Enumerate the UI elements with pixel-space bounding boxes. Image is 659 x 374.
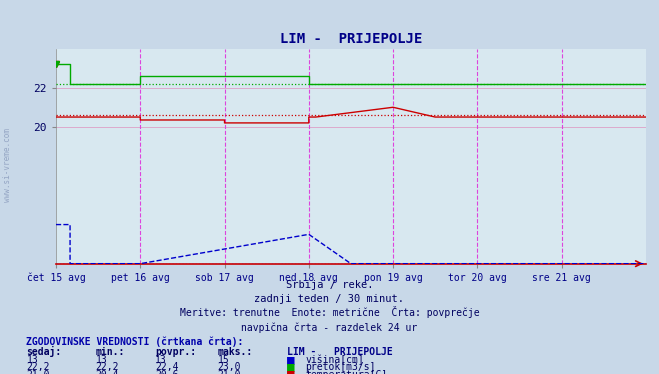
Text: zadnji teden / 30 minut.: zadnji teden / 30 minut. [254, 294, 405, 304]
Text: 22,4: 22,4 [155, 362, 179, 372]
Text: 13: 13 [155, 355, 167, 365]
Text: temperatura[C]: temperatura[C] [305, 370, 387, 374]
Text: 13: 13 [96, 355, 107, 365]
Title: LIM -  PRIJEPOLJE: LIM - PRIJEPOLJE [279, 32, 422, 46]
Text: 22,2: 22,2 [96, 362, 119, 372]
Text: Meritve: trenutne  Enote: metrične  Črta: povprečje: Meritve: trenutne Enote: metrične Črta: … [180, 306, 479, 318]
Text: 20,6: 20,6 [155, 370, 179, 374]
Text: maks.:: maks.: [217, 347, 252, 357]
Text: 21,0: 21,0 [26, 370, 50, 374]
Text: 21,0: 21,0 [217, 370, 241, 374]
Text: navpična črta - razdelek 24 ur: navpična črta - razdelek 24 ur [241, 322, 418, 332]
Text: 20,4: 20,4 [96, 370, 119, 374]
Text: ■: ■ [287, 360, 294, 373]
Text: min.:: min.: [96, 347, 125, 357]
Text: ■: ■ [287, 368, 294, 374]
Text: povpr.:: povpr.: [155, 347, 196, 357]
Text: Srbija / reke.: Srbija / reke. [286, 280, 373, 290]
Text: 15: 15 [217, 355, 229, 365]
Text: LIM -   PRIJEPOLJE: LIM - PRIJEPOLJE [287, 347, 392, 357]
Text: pretok[m3/s]: pretok[m3/s] [305, 362, 376, 372]
Text: višina[cm]: višina[cm] [305, 355, 364, 365]
Text: sedaj:: sedaj: [26, 346, 61, 357]
Text: ZGODOVINSKE VREDNOSTI (črtkana črta):: ZGODOVINSKE VREDNOSTI (črtkana črta): [26, 337, 244, 347]
Text: 13: 13 [26, 355, 38, 365]
Text: ■: ■ [287, 353, 294, 366]
Text: 23,0: 23,0 [217, 362, 241, 372]
Text: 22,2: 22,2 [26, 362, 50, 372]
Text: www.si-vreme.com: www.si-vreme.com [3, 128, 13, 202]
